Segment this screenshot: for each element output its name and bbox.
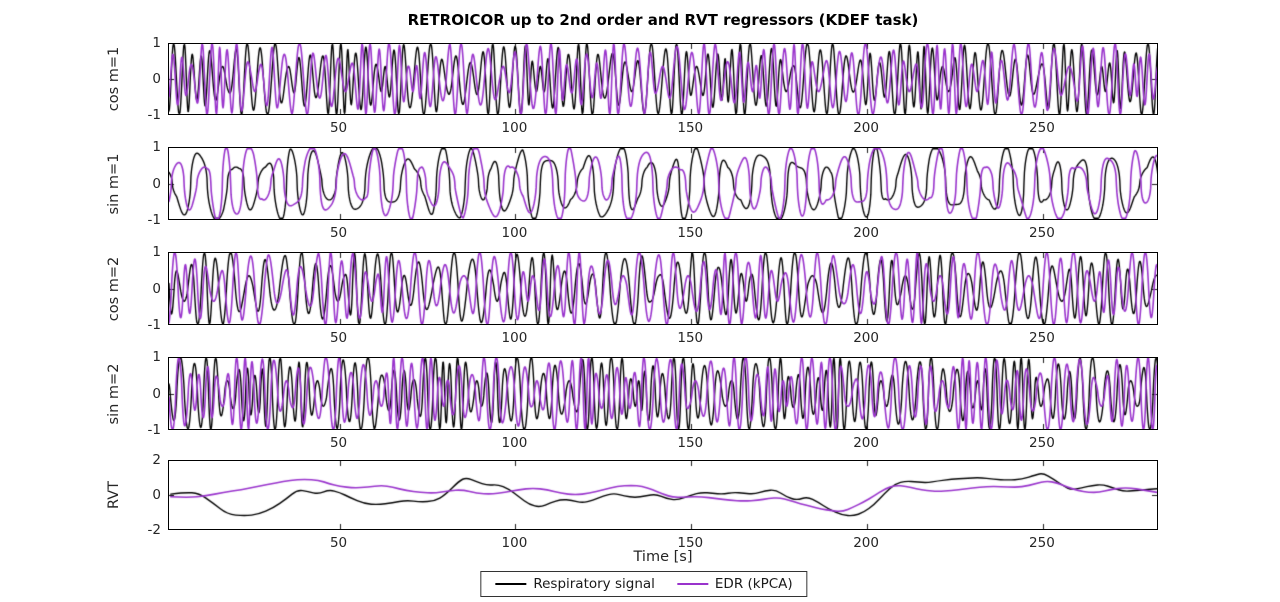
x-tick-label-sin-m-2-4: 250 — [1029, 435, 1055, 451]
legend-item-respiratory-signal: Respiratory signal — [495, 576, 655, 592]
x-tick-label-cos-m-2-3: 200 — [853, 330, 879, 346]
y-tick-label-cos-m-1-0: 1 — [152, 35, 161, 51]
y-axis-label-sin-m-1: sin m=1 — [106, 153, 122, 214]
y-tick-label-rvt-0: 2 — [152, 452, 161, 468]
y-tick-label-cos-m-2-0: 1 — [152, 244, 161, 260]
y-tick-label-cos-m-2-2: -1 — [147, 317, 161, 333]
axes-cos-m-1 — [168, 43, 1158, 115]
legend-label-edr-kpca: EDR (kPCA) — [714, 576, 793, 592]
axes-cos-m-2 — [168, 252, 1158, 325]
x-tick-label-sin-m-1-2: 150 — [677, 225, 704, 241]
x-tick-label-sin-m-2-0: 50 — [329, 435, 348, 451]
y-tick-label-cos-m-2-1: 0 — [152, 280, 161, 297]
y-tick-label-sin-m-1-2: -1 — [147, 212, 161, 228]
x-tick-label-rvt-3: 200 — [853, 535, 879, 551]
y-axis-label-cos-m-2: cos m=2 — [106, 256, 122, 321]
x-tick-label-cos-m-1-3: 200 — [853, 120, 879, 136]
y-axis-label-cos-m-1: cos m=1 — [106, 46, 122, 112]
x-tick-label-sin-m-1-4: 250 — [1029, 225, 1055, 241]
x-axis-label: Time [s] — [633, 549, 693, 565]
x-tick-label-cos-m-2-2: 150 — [677, 330, 704, 346]
x-tick-label-sin-m-1-3: 200 — [853, 225, 879, 241]
plot-canvas-cos-m-2 — [169, 253, 1157, 324]
x-tick-label-sin-m-2-2: 150 — [677, 435, 704, 451]
y-tick-label-sin-m-2-1: 0 — [152, 385, 161, 402]
x-tick-label-rvt-4: 250 — [1029, 535, 1055, 551]
y-tick-label-sin-m-2-2: -1 — [147, 422, 161, 438]
axes-sin-m-1 — [168, 147, 1158, 220]
x-tick-label-cos-m-2-1: 100 — [501, 330, 528, 346]
x-tick-label-sin-m-1-1: 100 — [501, 225, 528, 241]
y-axis-label-sin-m-2: sin m=2 — [106, 363, 122, 424]
plot-canvas-sin-m-2 — [169, 358, 1157, 429]
y-tick-label-sin-m-2-0: 1 — [152, 349, 161, 365]
axes-sin-m-2 — [168, 357, 1158, 430]
x-tick-label-rvt-2: 150 — [677, 535, 704, 551]
y-tick-label-cos-m-1-2: -1 — [147, 107, 161, 123]
plot-canvas-rvt — [169, 461, 1157, 529]
plot-canvas-sin-m-1 — [169, 148, 1157, 219]
plot-canvas-cos-m-1 — [169, 44, 1157, 114]
legend-line-sample-purple — [676, 583, 708, 585]
y-tick-label-cos-m-1-1: 0 — [152, 71, 161, 87]
legend-item-edr-kpca: EDR (kPCA) — [676, 576, 793, 592]
x-tick-label-cos-m-1-1: 100 — [501, 120, 528, 136]
x-tick-label-rvt-1: 100 — [501, 535, 528, 551]
legend-line-sample-black — [495, 583, 527, 585]
x-tick-label-sin-m-2-3: 200 — [853, 435, 879, 451]
legend-label-respiratory-signal: Respiratory signal — [533, 576, 655, 592]
x-tick-label-cos-m-1-0: 50 — [329, 120, 348, 136]
y-axis-label-rvt: RVT — [106, 480, 122, 510]
y-tick-label-sin-m-1-1: 0 — [152, 175, 161, 192]
x-tick-label-cos-m-2-0: 50 — [329, 330, 348, 346]
x-tick-label-sin-m-2-1: 100 — [501, 435, 528, 451]
axes-rvt — [168, 460, 1158, 530]
figure-title: RETROICOR up to 2nd order and RVT regres… — [407, 11, 919, 29]
y-tick-label-sin-m-1-0: 1 — [152, 139, 161, 155]
x-tick-label-cos-m-1-4: 250 — [1029, 120, 1055, 136]
y-tick-label-rvt-2: -2 — [147, 522, 161, 538]
x-tick-label-cos-m-2-4: 250 — [1029, 330, 1055, 346]
y-tick-label-rvt-1: 0 — [152, 487, 161, 503]
x-tick-label-cos-m-1-2: 150 — [677, 120, 704, 136]
x-tick-label-sin-m-1-0: 50 — [329, 225, 348, 241]
x-tick-label-rvt-0: 50 — [329, 535, 348, 551]
legend: Respiratory signal EDR (kPCA) — [480, 571, 808, 597]
